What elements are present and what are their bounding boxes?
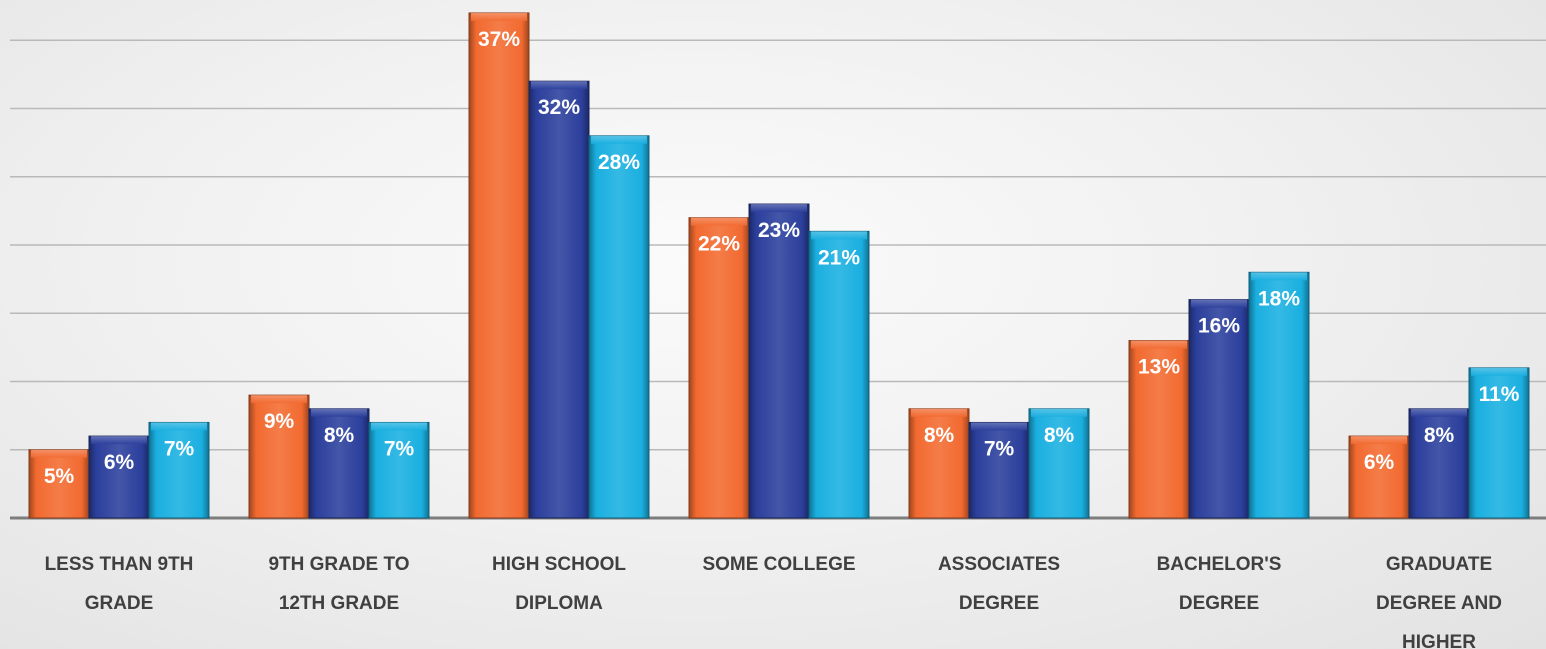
data-label: 21% xyxy=(818,246,860,269)
category-label: BACHELOR'S xyxy=(1157,554,1282,575)
category-label: DIPLOMA xyxy=(515,593,603,614)
category-label: HIGH SCHOOL xyxy=(492,554,626,575)
data-label: 13% xyxy=(1138,356,1180,379)
data-label: 8% xyxy=(1424,424,1455,447)
bar-top-bevel xyxy=(1131,340,1187,349)
bar xyxy=(28,449,90,519)
data-label: 5% xyxy=(44,465,75,488)
category-label: 12TH GRADE xyxy=(279,593,399,614)
data-label: 6% xyxy=(104,451,135,474)
category-label: ASSOCIATES xyxy=(938,554,1060,575)
bar-top-bevel xyxy=(31,449,87,458)
bar-top-bevel xyxy=(1031,408,1087,417)
bar-top-bevel xyxy=(911,408,967,417)
bar-top-bevel xyxy=(371,422,427,431)
data-label: 22% xyxy=(698,233,740,256)
bar-top-bevel xyxy=(471,12,527,21)
data-label: 28% xyxy=(598,151,640,174)
bar-top-bevel xyxy=(591,135,647,144)
data-label: 6% xyxy=(1364,451,1395,474)
bar xyxy=(1248,271,1310,519)
bar-top-bevel xyxy=(751,204,807,213)
data-label: 7% xyxy=(384,437,415,460)
bar-top-bevel xyxy=(1471,367,1527,376)
data-label: 7% xyxy=(164,437,195,460)
bar xyxy=(748,203,810,519)
data-label: 32% xyxy=(538,96,580,119)
bar xyxy=(1468,367,1530,519)
bar xyxy=(1028,408,1090,519)
data-label: 11% xyxy=(1479,383,1520,406)
data-label: 18% xyxy=(1258,287,1300,310)
data-label: 8% xyxy=(924,424,955,447)
bar-top-bevel xyxy=(151,422,207,431)
category-label: DEGREE xyxy=(959,593,1039,614)
bar xyxy=(88,435,150,519)
data-label: 16% xyxy=(1198,315,1240,338)
bar xyxy=(1348,435,1410,519)
bar xyxy=(688,217,750,519)
bar xyxy=(148,421,210,519)
bar-top-bevel xyxy=(971,422,1027,431)
category-label: LESS THAN 9TH xyxy=(45,554,194,575)
bar xyxy=(1408,408,1470,519)
category-label: DEGREE xyxy=(1179,593,1259,614)
data-label: 37% xyxy=(478,28,520,51)
category-label: GRADE xyxy=(85,593,154,614)
category-label: SOME COLLEGE xyxy=(702,554,855,575)
category-label: DEGREE AND xyxy=(1376,593,1502,614)
data-label: 8% xyxy=(324,424,355,447)
category-label: 9TH GRADE TO xyxy=(268,554,409,575)
data-label: 9% xyxy=(264,410,295,433)
bar-top-bevel xyxy=(311,408,367,417)
bar xyxy=(528,80,590,519)
bar xyxy=(1128,340,1190,519)
category-label: GRADUATE xyxy=(1386,554,1492,575)
data-label: 7% xyxy=(984,437,1015,460)
bar-top-bevel xyxy=(1411,408,1467,417)
bar-top-bevel xyxy=(251,395,307,404)
bar-top-bevel xyxy=(531,81,587,90)
category-label: HIGHER xyxy=(1402,632,1476,649)
bars xyxy=(28,12,1530,519)
bar-top-bevel xyxy=(1251,272,1307,281)
category-labels: LESS THAN 9TH GRADE 9TH GRADE TO 12TH GRADE… xyxy=(45,554,1502,649)
bar xyxy=(808,230,870,519)
data-labels: 5% 6% 7% 9% 8% 7% 37% 32% 28% 22% 23% 21% 8% 7% 8% 13% 1… xyxy=(44,28,1520,488)
bar-top-bevel xyxy=(811,231,867,240)
bar xyxy=(368,421,430,519)
bar-top-bevel xyxy=(1351,436,1407,445)
bar xyxy=(468,12,530,519)
bar-top-bevel xyxy=(1191,299,1247,308)
bar-top-bevel xyxy=(91,436,147,445)
data-label: 23% xyxy=(758,219,800,242)
data-label: 8% xyxy=(1044,424,1075,447)
bar xyxy=(588,135,650,519)
bar-top-bevel xyxy=(691,217,747,226)
